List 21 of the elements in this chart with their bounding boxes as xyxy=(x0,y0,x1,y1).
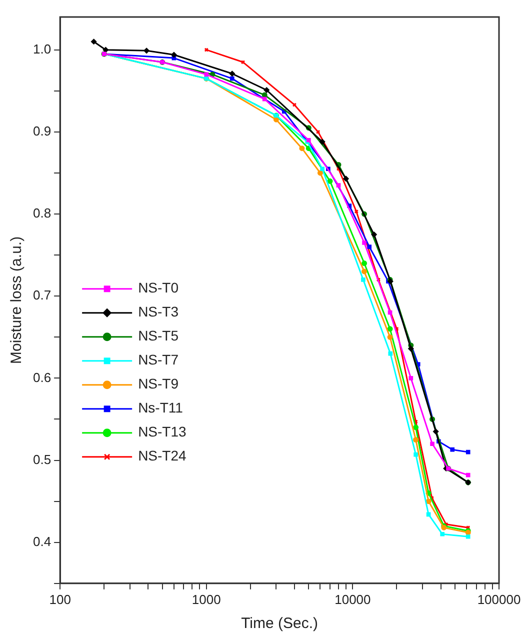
legend-label: NS-T3 xyxy=(138,304,179,320)
x-tick-label: 100 xyxy=(49,592,71,607)
legend-label: NS-T13 xyxy=(138,424,187,440)
y-tick-label: 0.7 xyxy=(32,288,52,303)
legend-label: NS-T0 xyxy=(138,280,179,296)
y-tick-label: 0.8 xyxy=(32,206,52,221)
legend-label: NS-T9 xyxy=(138,376,179,392)
y-axis-title: Moisture loss (a.u.) xyxy=(8,236,26,364)
legend-label: NS-T24 xyxy=(138,448,187,464)
y-tick-label: 1.0 xyxy=(32,41,52,56)
x-axis-title: Time (Sec.) xyxy=(241,615,318,632)
x-tick-label: 10000 xyxy=(334,592,371,607)
y-tick-label: 0.5 xyxy=(32,452,52,467)
y-tick-label: 0.9 xyxy=(32,124,52,138)
x-tick-label: 100000 xyxy=(477,592,521,607)
legend-label: NS-T7 xyxy=(138,352,179,368)
y-tick-label: 0.4 xyxy=(32,534,52,549)
y-tick-label: 0.6 xyxy=(32,370,52,385)
legend-label: NS-T5 xyxy=(138,328,179,344)
legend-label: Ns-T11 xyxy=(138,400,184,416)
x-tick-label: 1000 xyxy=(192,592,221,607)
